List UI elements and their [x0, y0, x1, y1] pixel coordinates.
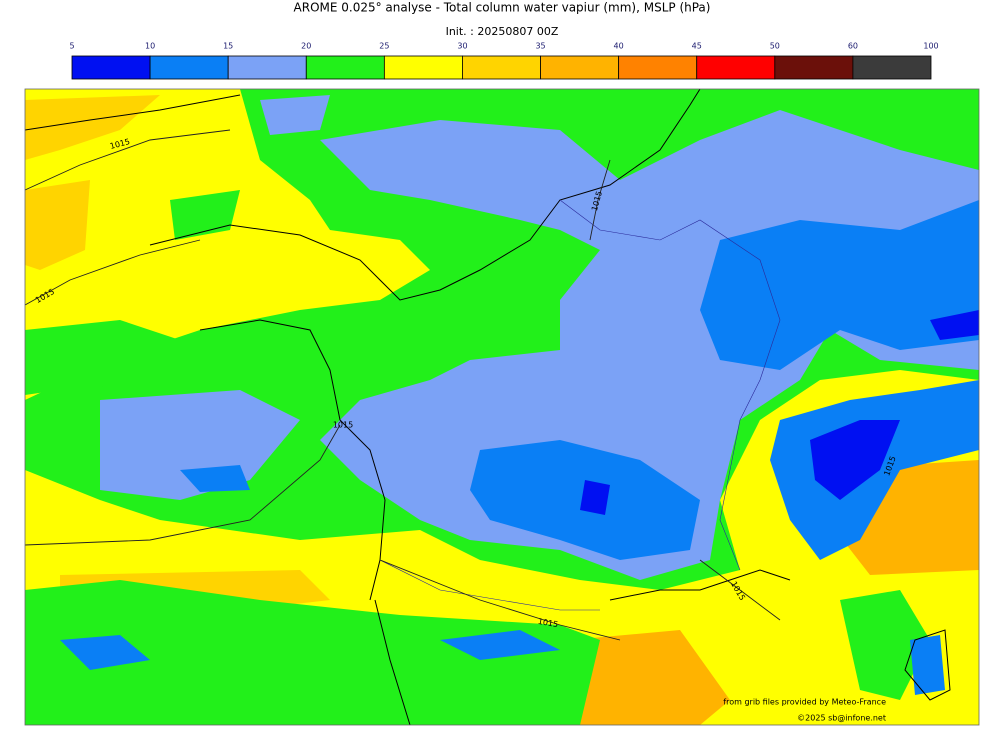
colorbar-bin [227, 55, 307, 80]
colorbar-bin [696, 55, 776, 80]
map-frame [24, 88, 980, 726]
colorbar-bin [774, 55, 854, 80]
colorbar-tick-label: 25 [379, 42, 389, 51]
field-patch [180, 465, 250, 492]
isobar [25, 239, 201, 306]
field-patch [930, 310, 979, 340]
colorbar-tick-label: 10 [145, 42, 155, 51]
field-patch [100, 390, 300, 500]
field-patch [700, 200, 979, 370]
field-patch [25, 95, 160, 160]
init-time: Init. : 20250807 00Z [446, 25, 559, 38]
colorbar-tick-label: 45 [692, 42, 702, 51]
colorbar-tick-label: 100 [923, 42, 938, 51]
isobar [25, 129, 231, 191]
title: AROME 0.025° analyse - Total column wate… [294, 1, 711, 15]
colorbar-tick-label: 20 [301, 42, 311, 51]
credit-source: from grib files provided by Meteo-France [723, 698, 886, 707]
coastline [199, 319, 386, 601]
colorbar-tick-label: 5 [69, 42, 74, 51]
field-patch [810, 420, 900, 500]
colorbar-tick-label: 15 [223, 42, 233, 51]
colorbar-bin [540, 55, 620, 80]
colorbar-tick-label: 40 [614, 42, 624, 51]
field-patch [25, 180, 90, 270]
border [559, 199, 781, 571]
colorbar: 5 10 15 20 25 30 35 40 45 50 60 100 [69, 42, 939, 80]
colorbar-bin [383, 55, 463, 80]
coastline [25, 94, 241, 131]
coastline [149, 89, 701, 301]
field-patch [440, 630, 560, 660]
field-patch [60, 635, 150, 670]
isobar [25, 424, 341, 546]
field-patch [25, 580, 600, 725]
isobar-label: 1015 [333, 421, 353, 430]
colorbar-bin [149, 55, 229, 80]
field-patch [25, 320, 210, 395]
field-patch [560, 630, 730, 725]
isobar [699, 559, 781, 621]
colorbar-tick-label: 30 [457, 42, 467, 51]
field-patch [170, 190, 240, 240]
isobar [379, 559, 621, 641]
colorbar-tick-label: 60 [848, 42, 858, 51]
isobar-label: 1015 [537, 617, 559, 629]
field-patch [910, 635, 945, 695]
colorbar-tick-label: 35 [535, 42, 545, 51]
coastline [374, 599, 411, 725]
isobar [589, 159, 611, 241]
field-patch [580, 480, 610, 515]
colorbar-tick-label: 50 [770, 42, 780, 51]
colorbar-bin [618, 55, 698, 80]
border [379, 559, 600, 611]
map: 1015 1015 1015 1015 1015 1015 1015 from … [24, 88, 980, 726]
colorbar-bin [305, 55, 385, 80]
credit-copyright: ©2025 sb@infone.net [797, 714, 886, 723]
colorbar-bin [852, 55, 932, 80]
coastline [904, 629, 951, 701]
colorbar-bin [71, 55, 151, 80]
field-patch [260, 95, 330, 135]
colorbar-bin [462, 55, 541, 80]
coastline [609, 569, 791, 601]
